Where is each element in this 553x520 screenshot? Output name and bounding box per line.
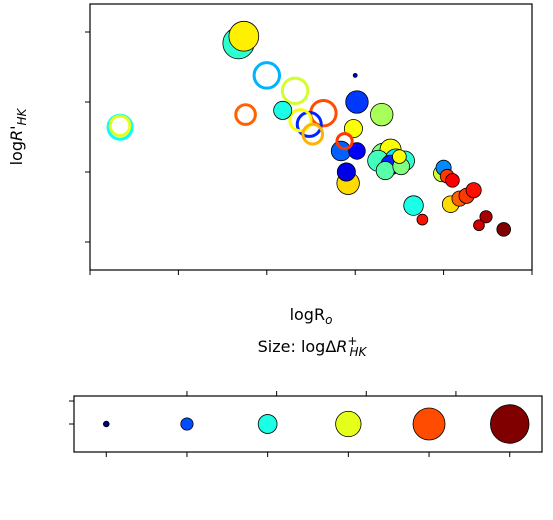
data-point bbox=[352, 73, 358, 78]
data-point bbox=[473, 219, 485, 232]
data-point bbox=[336, 162, 356, 182]
legend-frame bbox=[73, 395, 543, 453]
x-axis-label: logRo bbox=[290, 305, 333, 327]
main-scatter-plot: logRo logR'HK bbox=[7, 3, 533, 327]
legend-panel: Size: logΔR+ HK bbox=[69, 334, 543, 457]
data-point-open bbox=[234, 103, 257, 126]
data-point-open bbox=[301, 122, 325, 146]
legend-marker bbox=[180, 417, 194, 431]
data-point bbox=[416, 213, 429, 226]
data-point bbox=[375, 161, 395, 181]
data-point bbox=[348, 142, 366, 160]
data-point bbox=[343, 119, 363, 139]
y-axis-label: logR'HK bbox=[7, 107, 29, 165]
legend-size-label: Size: logΔR+ HK bbox=[258, 334, 368, 359]
data-point bbox=[496, 222, 511, 237]
data-point bbox=[273, 100, 293, 120]
legend-marker bbox=[412, 407, 446, 441]
legend-marker bbox=[103, 420, 110, 428]
plot-frame bbox=[89, 3, 533, 271]
data-point-open bbox=[108, 114, 132, 138]
data-point bbox=[370, 102, 394, 127]
legend-marker bbox=[257, 414, 278, 434]
data-point bbox=[403, 195, 424, 216]
data-point bbox=[228, 20, 260, 52]
data-point bbox=[345, 90, 369, 114]
legend-marker bbox=[335, 410, 362, 438]
data-point-open bbox=[280, 76, 310, 106]
data-point bbox=[479, 210, 493, 224]
data-point bbox=[465, 182, 482, 199]
data-point-open bbox=[252, 61, 282, 90]
data-point bbox=[445, 173, 460, 188]
data-point-open bbox=[288, 108, 313, 133]
data-point bbox=[330, 140, 352, 162]
legend-marker bbox=[490, 404, 530, 444]
data-point-open bbox=[335, 132, 354, 151]
data-point bbox=[392, 149, 407, 164]
